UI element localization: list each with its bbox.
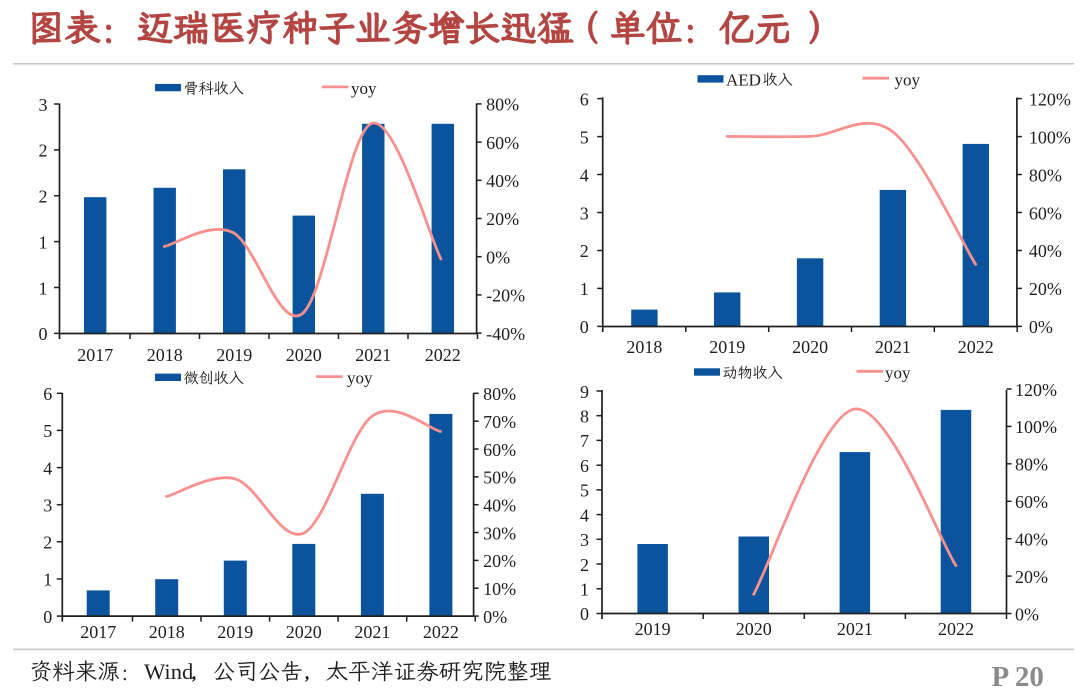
svg-text:80%: 80%	[1029, 165, 1062, 185]
svg-text:20%: 20%	[486, 209, 519, 229]
svg-text:2019: 2019	[217, 622, 253, 642]
svg-text:1: 1	[39, 278, 48, 298]
svg-text:20%: 20%	[1015, 567, 1048, 587]
svg-text:1: 1	[580, 279, 589, 299]
svg-text:yoy: yoy	[885, 363, 911, 382]
svg-text:2: 2	[43, 533, 52, 553]
svg-text:AED: AED	[726, 70, 761, 89]
svg-text:0: 0	[580, 604, 589, 624]
svg-text:0%: 0%	[1029, 317, 1053, 337]
svg-text:20%: 20%	[1029, 279, 1062, 299]
svg-text:40%: 40%	[1015, 529, 1048, 549]
svg-text:2021: 2021	[837, 619, 873, 639]
svg-text:2020: 2020	[792, 337, 828, 357]
svg-text:120%: 120%	[1015, 380, 1057, 400]
svg-text:5: 5	[43, 421, 52, 441]
svg-text:60%: 60%	[1029, 203, 1062, 223]
svg-text:yoy: yoy	[895, 70, 921, 89]
svg-text:5: 5	[580, 481, 589, 501]
svg-text:-40%: -40%	[486, 324, 525, 344]
svg-text:Wind: Wind	[144, 659, 194, 684]
svg-text:60%: 60%	[1015, 492, 1048, 512]
svg-text:80%: 80%	[483, 384, 516, 404]
svg-text:2020: 2020	[286, 622, 322, 642]
svg-text:0: 0	[43, 607, 52, 627]
svg-text:2: 2	[580, 241, 589, 261]
svg-text:2022: 2022	[423, 622, 459, 642]
svg-text:30%: 30%	[483, 523, 516, 543]
svg-text:80%: 80%	[1015, 455, 1048, 475]
svg-text:yoy: yoy	[351, 79, 377, 98]
svg-text:1: 1	[39, 232, 48, 252]
svg-text:10%: 10%	[483, 579, 516, 599]
svg-text:50%: 50%	[483, 468, 516, 488]
svg-text:0: 0	[39, 324, 48, 344]
svg-text:2017: 2017	[77, 345, 113, 365]
svg-text:4: 4	[580, 165, 589, 185]
svg-text:3: 3	[580, 530, 589, 550]
svg-text:-20%: -20%	[486, 286, 525, 306]
svg-text:2022: 2022	[938, 619, 974, 639]
svg-text:0%: 0%	[483, 607, 507, 627]
svg-text:2022: 2022	[958, 337, 994, 357]
svg-text:4: 4	[580, 505, 589, 525]
svg-text:100%: 100%	[1015, 417, 1057, 437]
svg-text:120%: 120%	[1029, 89, 1071, 109]
svg-text:2018: 2018	[147, 345, 183, 365]
svg-text:2022: 2022	[425, 345, 461, 365]
svg-text:2: 2	[39, 141, 48, 161]
svg-text:yoy: yoy	[347, 369, 373, 388]
svg-text:0%: 0%	[486, 248, 510, 268]
svg-text:3: 3	[43, 495, 52, 515]
svg-text:6: 6	[580, 456, 589, 476]
svg-text:3: 3	[39, 95, 48, 115]
svg-text:2018: 2018	[626, 337, 662, 357]
svg-text:2021: 2021	[875, 337, 911, 357]
svg-text:40%: 40%	[1029, 241, 1062, 261]
svg-text:1: 1	[43, 570, 52, 590]
svg-text:2021: 2021	[354, 622, 390, 642]
svg-text:0%: 0%	[1015, 604, 1039, 624]
svg-text:2019: 2019	[216, 345, 252, 365]
svg-text:5: 5	[580, 127, 589, 147]
svg-text:100%: 100%	[1029, 127, 1071, 147]
svg-text:2020: 2020	[736, 619, 772, 639]
svg-text:2: 2	[580, 555, 589, 575]
svg-text:2018: 2018	[149, 622, 185, 642]
svg-text:6: 6	[43, 384, 52, 404]
svg-text:P 20: P 20	[992, 661, 1044, 693]
svg-text:4: 4	[43, 458, 52, 478]
svg-text:2019: 2019	[709, 337, 745, 357]
svg-text:3: 3	[580, 203, 589, 223]
svg-text:2021: 2021	[355, 345, 391, 365]
svg-text:1: 1	[580, 580, 589, 600]
svg-text:20%: 20%	[483, 551, 516, 571]
svg-text:40%: 40%	[483, 496, 516, 516]
svg-text:8: 8	[580, 407, 589, 427]
svg-text:40%: 40%	[486, 171, 519, 191]
svg-text:2017: 2017	[80, 622, 116, 642]
svg-text:2020: 2020	[286, 345, 322, 365]
svg-text:2: 2	[39, 187, 48, 207]
svg-text:7: 7	[580, 431, 589, 451]
svg-text:6: 6	[580, 89, 589, 109]
svg-text:9: 9	[580, 382, 589, 402]
svg-text:0: 0	[580, 317, 589, 337]
svg-text:80%: 80%	[486, 95, 519, 115]
svg-text:70%: 70%	[483, 412, 516, 432]
svg-text:60%: 60%	[486, 133, 519, 153]
svg-text:60%: 60%	[483, 440, 516, 460]
svg-text:2019: 2019	[635, 619, 671, 639]
